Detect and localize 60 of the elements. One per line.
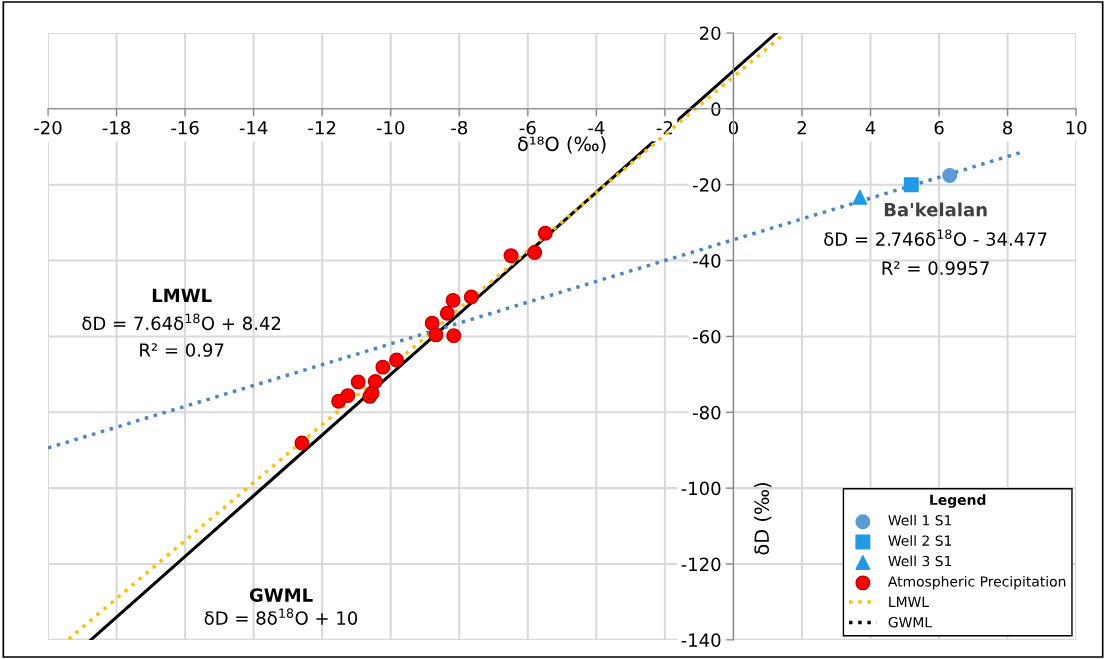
y-tick-label: -60 [693,329,721,344]
x-tick-label: -12 [308,120,336,135]
y-tick-label: -20 [693,178,721,192]
annotation: δD = 8δ$^{18}$O + 10 [204,608,358,625]
point [439,305,455,321]
point [527,245,543,261]
y-tick-label: -100 [681,481,721,496]
point [389,352,405,368]
legend-label: GWML [888,616,932,628]
x-tick-label: -2 [656,120,673,135]
x-tick-label: -18 [102,120,131,135]
y-tick-label: 20 [699,26,721,41]
legend-label: Atmospheric Precipitation [887,575,1066,590]
point [367,374,383,390]
x-tick-label: 6 [934,120,944,135]
annotation: Ba'kelalan [884,202,987,217]
legend-label: LMWL [889,596,929,607]
point [340,388,356,404]
x-tick-label: -8 [451,120,468,135]
point [942,168,958,184]
point [903,177,919,193]
point [537,225,553,241]
point [428,327,444,343]
y-tick-label: -40 [693,254,721,268]
legend-label: Well 1 S1 [888,514,952,526]
x-tick-label: -6 [519,120,536,135]
legend-label: Well 3 S1 [888,555,952,567]
x-tick-label: 8 [1003,120,1013,135]
x-tick-label: -14 [239,121,268,135]
x-tick-label: 0 [728,120,738,135]
point [350,374,366,390]
x-tick-label: -10 [376,120,405,135]
y-tick-label: -80 [693,405,721,420]
y-tick-label: 0 [711,102,721,116]
point [852,189,868,205]
point [463,289,479,305]
legend-label: Well 2 S1 [888,535,952,546]
annotation: R² = 0.97 [140,343,224,357]
annotation: LMWL [152,288,212,302]
point [375,359,391,375]
x-tick-label: -4 [588,121,605,135]
point [446,328,462,344]
annotation: δD = 7.64δ$^{18}$O + 8.42 [82,313,281,331]
point [424,315,440,331]
x-tick-label: 2 [797,120,806,135]
x-tick-label: 10 [1066,120,1087,135]
y-tick-label: -140 [681,633,721,648]
point [503,248,519,264]
annotation: δD = 2.746δ$^{18}$O - 34.477 [824,229,1047,246]
x-tick-label: -20 [34,120,62,135]
x-axis-title: δ¹⁸O (‰) [518,136,606,154]
y-tick-label: -120 [681,557,721,572]
annotation: GWML [249,588,313,602]
point [445,292,461,308]
x-tick-label: 4 [865,121,876,135]
point [294,435,310,451]
annotation: R² = 0.9957 [882,261,989,275]
y-axis-title: δD (‰) [754,483,772,555]
legend-title: Legend [930,494,986,508]
x-tick-label: -16 [171,120,199,135]
